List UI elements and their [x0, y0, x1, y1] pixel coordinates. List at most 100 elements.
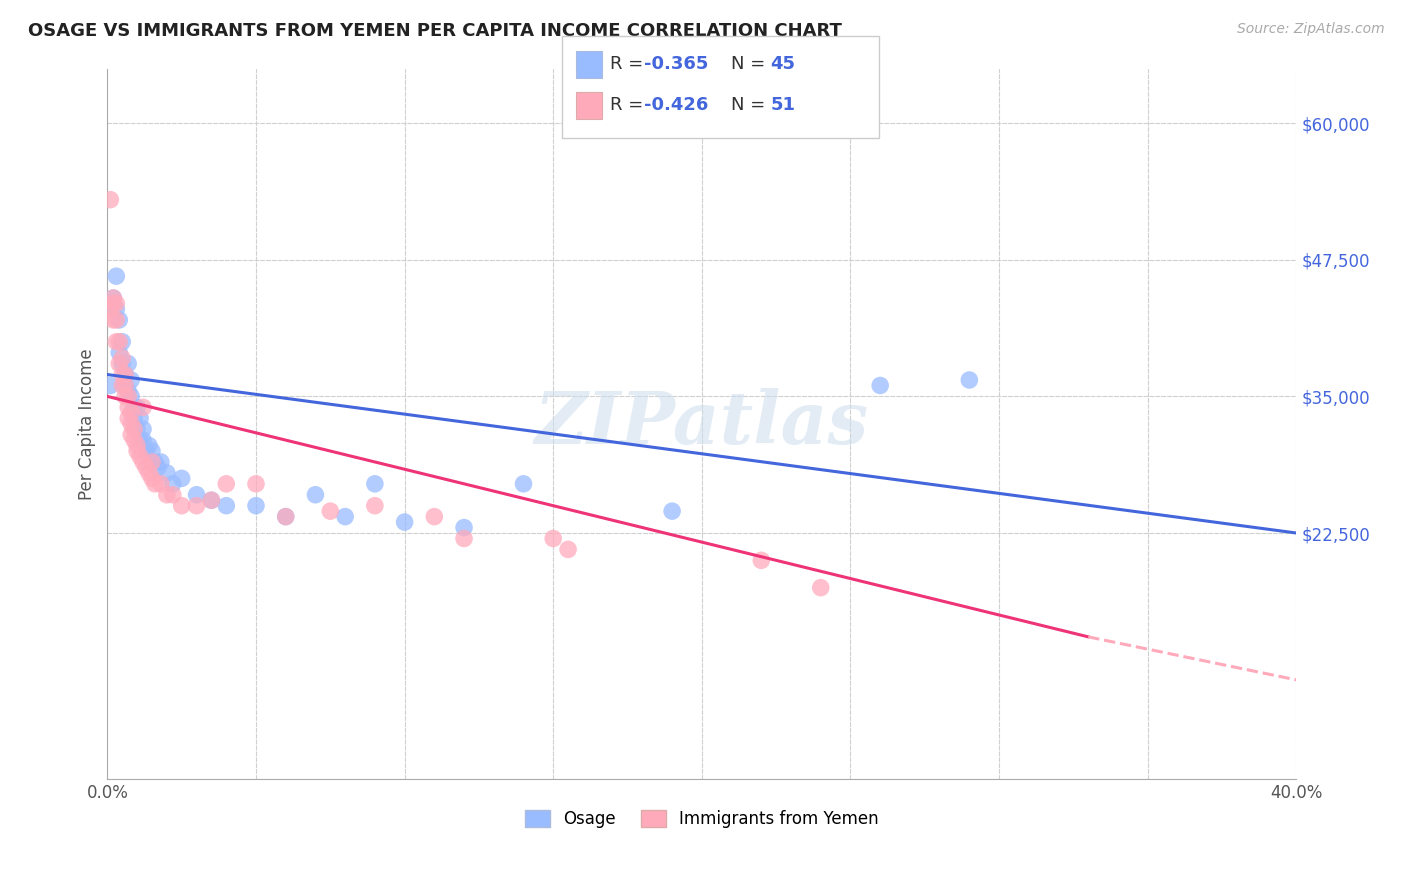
Point	[120, 389, 142, 403]
Point	[120, 406, 142, 420]
Point	[132, 433, 155, 447]
Point	[132, 422, 155, 436]
Point	[129, 433, 152, 447]
Point	[274, 509, 297, 524]
Point	[117, 411, 139, 425]
Point	[200, 493, 222, 508]
Text: -0.365: -0.365	[644, 55, 709, 73]
Point	[105, 301, 128, 316]
Point	[146, 460, 169, 475]
Point	[149, 476, 172, 491]
Point	[245, 476, 267, 491]
Point	[114, 368, 136, 382]
Point	[170, 499, 193, 513]
Point	[122, 411, 145, 425]
Point	[111, 334, 134, 349]
Point	[114, 378, 136, 392]
Point	[114, 378, 136, 392]
Text: N =: N =	[731, 55, 770, 73]
Point	[869, 378, 891, 392]
Text: -0.426: -0.426	[644, 96, 709, 114]
Point	[138, 439, 160, 453]
Point	[333, 509, 356, 524]
Point	[103, 296, 125, 310]
Text: OSAGE VS IMMIGRANTS FROM YEMEN PER CAPITA INCOME CORRELATION CHART: OSAGE VS IMMIGRANTS FROM YEMEN PER CAPIT…	[28, 22, 842, 40]
Point	[364, 499, 387, 513]
Text: N =: N =	[731, 96, 770, 114]
Point	[120, 373, 142, 387]
Text: R =: R =	[610, 96, 650, 114]
Point	[108, 313, 131, 327]
Point	[111, 378, 134, 392]
Text: 45: 45	[770, 55, 796, 73]
Point	[661, 504, 683, 518]
Point	[143, 455, 166, 469]
Point	[141, 471, 163, 485]
Point	[129, 411, 152, 425]
Point	[103, 313, 125, 327]
Y-axis label: Per Capita Income: Per Capita Income	[79, 348, 96, 500]
Point	[117, 357, 139, 371]
Text: 51: 51	[770, 96, 796, 114]
Point	[453, 532, 475, 546]
Point	[120, 417, 142, 431]
Point	[108, 357, 131, 371]
Point	[200, 493, 222, 508]
Point	[129, 450, 152, 464]
Point	[245, 499, 267, 513]
Legend: Osage, Immigrants from Yemen: Osage, Immigrants from Yemen	[519, 803, 886, 835]
Text: R =: R =	[610, 55, 650, 73]
Point	[512, 476, 534, 491]
Point	[108, 334, 131, 349]
Point	[957, 373, 980, 387]
Point	[122, 401, 145, 415]
Point	[98, 378, 121, 392]
Point	[127, 401, 149, 415]
Point	[120, 427, 142, 442]
Point	[108, 345, 131, 359]
Point	[215, 499, 238, 513]
Point	[114, 368, 136, 382]
Point	[162, 476, 184, 491]
Point	[156, 466, 179, 480]
Point	[111, 357, 134, 371]
Point	[541, 532, 564, 546]
Point	[156, 488, 179, 502]
Text: Source: ZipAtlas.com: Source: ZipAtlas.com	[1237, 22, 1385, 37]
Point	[186, 488, 208, 502]
Point	[98, 301, 121, 316]
Point	[141, 444, 163, 458]
Point	[810, 581, 832, 595]
Point	[111, 368, 134, 382]
Point	[132, 455, 155, 469]
Point	[122, 433, 145, 447]
Point	[149, 455, 172, 469]
Point	[103, 291, 125, 305]
Point	[138, 466, 160, 480]
Point	[186, 499, 208, 513]
Point	[103, 291, 125, 305]
Point	[141, 455, 163, 469]
Point	[319, 504, 342, 518]
Point	[557, 542, 579, 557]
Point	[364, 476, 387, 491]
Point	[394, 515, 416, 529]
Point	[105, 313, 128, 327]
Point	[170, 471, 193, 485]
Point	[453, 520, 475, 534]
Point	[105, 334, 128, 349]
Point	[111, 351, 134, 366]
Point	[127, 422, 149, 436]
Point	[127, 439, 149, 453]
Point	[117, 384, 139, 398]
Point	[105, 296, 128, 310]
Text: ZIPatlas: ZIPatlas	[534, 388, 869, 459]
Point	[135, 460, 157, 475]
Point	[423, 509, 446, 524]
Point	[135, 444, 157, 458]
Point	[127, 444, 149, 458]
Point	[114, 389, 136, 403]
Point	[749, 553, 772, 567]
Point	[117, 389, 139, 403]
Point	[98, 193, 121, 207]
